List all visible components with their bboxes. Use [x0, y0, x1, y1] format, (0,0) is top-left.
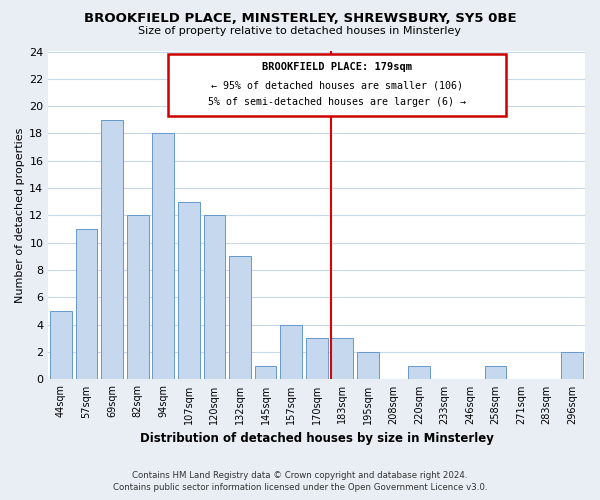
- Bar: [357, 352, 379, 380]
- Bar: [76, 229, 97, 380]
- Bar: [50, 311, 72, 380]
- Bar: [101, 120, 123, 380]
- Text: BROOKFIELD PLACE: 179sqm: BROOKFIELD PLACE: 179sqm: [262, 62, 412, 72]
- X-axis label: Distribution of detached houses by size in Minsterley: Distribution of detached houses by size …: [140, 432, 494, 445]
- Bar: [127, 216, 149, 380]
- Bar: [152, 134, 174, 380]
- Bar: [562, 352, 583, 380]
- Bar: [408, 366, 430, 380]
- Bar: [306, 338, 328, 380]
- FancyBboxPatch shape: [169, 54, 506, 116]
- Text: Size of property relative to detached houses in Minsterley: Size of property relative to detached ho…: [139, 26, 461, 36]
- Bar: [254, 366, 277, 380]
- Text: ← 95% of detached houses are smaller (106): ← 95% of detached houses are smaller (10…: [211, 80, 463, 90]
- Text: Contains HM Land Registry data © Crown copyright and database right 2024.
Contai: Contains HM Land Registry data © Crown c…: [113, 471, 487, 492]
- Bar: [331, 338, 353, 380]
- Bar: [203, 216, 225, 380]
- Bar: [280, 325, 302, 380]
- Text: 5% of semi-detached houses are larger (6) →: 5% of semi-detached houses are larger (6…: [208, 96, 466, 106]
- Bar: [229, 256, 251, 380]
- Text: BROOKFIELD PLACE, MINSTERLEY, SHREWSBURY, SY5 0BE: BROOKFIELD PLACE, MINSTERLEY, SHREWSBURY…: [83, 12, 517, 26]
- Y-axis label: Number of detached properties: Number of detached properties: [15, 128, 25, 303]
- Bar: [485, 366, 506, 380]
- Bar: [178, 202, 200, 380]
